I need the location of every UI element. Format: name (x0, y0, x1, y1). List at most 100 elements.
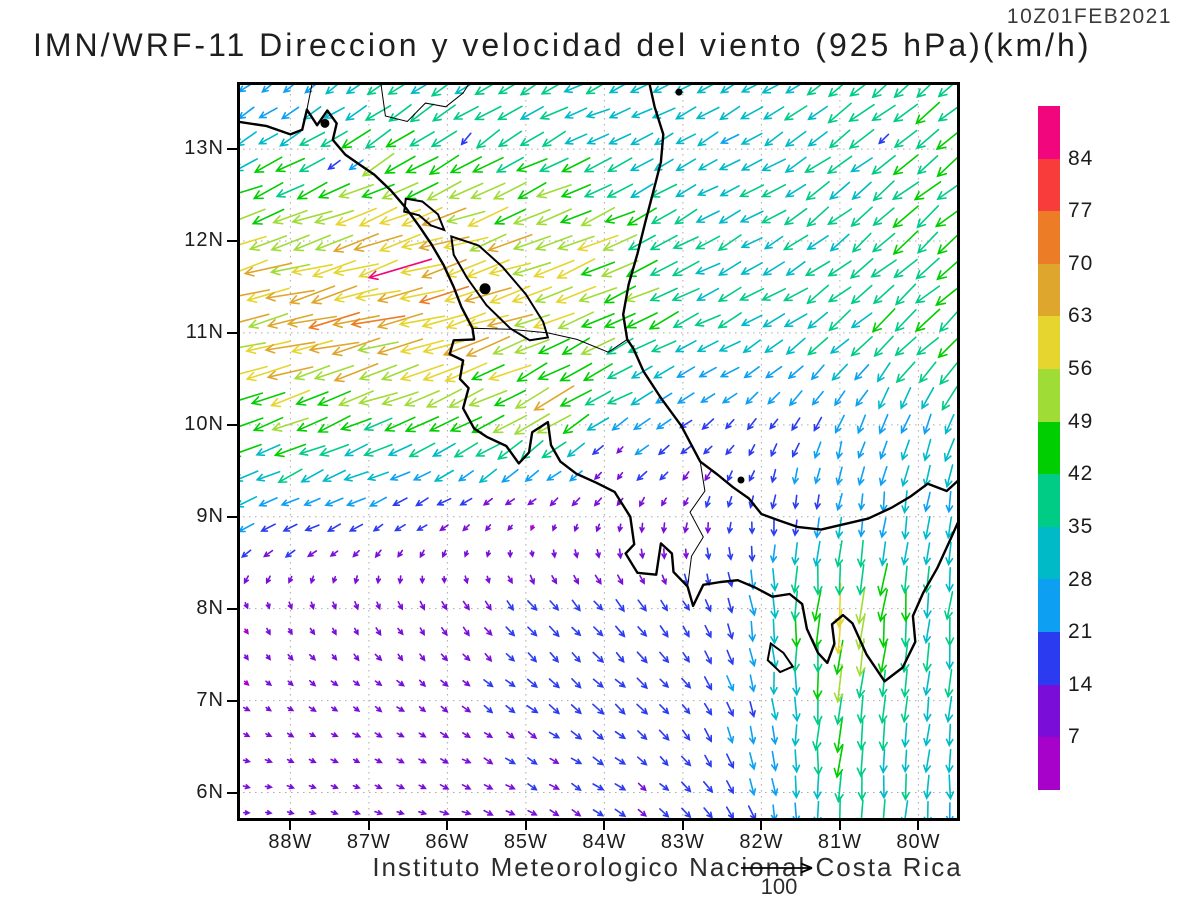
wind-arrow (639, 496, 645, 508)
wind-arrow (703, 807, 714, 819)
wind-arrow (475, 443, 501, 457)
wind-arrow (858, 493, 865, 512)
wind-arrow (945, 567, 954, 593)
wind-arrow (704, 470, 712, 482)
wind-arrow (878, 719, 888, 752)
wind-arrow (835, 493, 843, 512)
wind-arrow (419, 627, 425, 637)
wind-arrow (527, 731, 538, 740)
wind-arrow (375, 601, 381, 611)
wind-arrow (399, 339, 444, 355)
wind-arrow (269, 389, 311, 408)
wind-arrow (560, 157, 591, 173)
wind-arrow (586, 133, 610, 145)
wind-arrow (682, 652, 690, 664)
wind-arrow (358, 364, 398, 381)
wind-arrow (332, 575, 338, 584)
wind-arrow (464, 550, 469, 558)
wind-arrow (591, 444, 604, 456)
wind-arrow (681, 677, 692, 689)
wind-arrow (399, 364, 444, 382)
wind-arrow (704, 599, 712, 613)
wind-arrow (945, 723, 954, 748)
wind-arrow (337, 390, 374, 407)
wind-arrow (616, 471, 624, 481)
wind-arrow (784, 130, 807, 148)
wind-arrow (389, 471, 411, 481)
wind-arrow (650, 340, 677, 353)
wind-arrow (353, 627, 359, 636)
wind-arrow (264, 758, 274, 764)
wind-arrow (258, 107, 278, 119)
wind-arrow (704, 754, 712, 768)
wind-arrow (769, 671, 778, 696)
wind-arrow (462, 626, 470, 637)
wind-arrow (674, 208, 698, 225)
wind-arrow (483, 757, 494, 765)
wind-arrow (396, 679, 405, 687)
wind-arrow (923, 774, 932, 800)
wind-arrow (719, 366, 740, 378)
wind-arrow (512, 208, 551, 226)
lake-outline (450, 234, 550, 342)
lon-axis-label: 87W (346, 831, 391, 853)
wind-arrow (471, 156, 504, 173)
wind-arrow (856, 563, 866, 596)
wind-arrow (466, 314, 509, 329)
wind-arrow (255, 444, 281, 457)
wind-arrow (445, 260, 487, 278)
wind-arrow (792, 749, 801, 774)
wind-arrow (331, 627, 337, 636)
wind-arrow (739, 184, 765, 198)
wind-arrow (611, 417, 629, 431)
wind-arrow (296, 181, 328, 200)
wind-arrow (506, 731, 515, 739)
wind-arrow (659, 783, 670, 791)
wind-arrow (582, 363, 613, 382)
wind-arrow (459, 497, 473, 506)
wind-arrow (385, 130, 415, 148)
wind-arrow (512, 261, 552, 277)
wind-arrow (900, 439, 910, 462)
wind-arrow (421, 207, 467, 227)
wind-arrow (675, 133, 696, 145)
wind-arrow (871, 232, 896, 253)
wind-arrow (726, 496, 733, 509)
wind-arrow (592, 651, 605, 664)
wind-arrow (381, 182, 419, 200)
wind-arrow (265, 654, 272, 661)
wind-arrow (770, 494, 777, 510)
wind-arrow (660, 599, 669, 612)
reference-arrow-label: 100 (760, 874, 798, 899)
wind-arrow (418, 784, 427, 790)
wind-arrow (431, 442, 456, 457)
wind-arrow (513, 314, 551, 328)
wind-arrow (270, 234, 310, 252)
wind-arrow (539, 106, 569, 120)
wind-arrow (461, 758, 472, 764)
wind-arrow (296, 416, 328, 432)
wind-arrow (533, 385, 575, 411)
wind-arrow (586, 417, 610, 431)
wind-arrow (526, 678, 539, 689)
wind-arrow (319, 130, 348, 148)
wind-arrow (637, 782, 647, 792)
wind-arrow (465, 335, 511, 357)
wind-arrow (326, 523, 342, 532)
wind-arrow (397, 575, 404, 585)
wind-arrow (352, 732, 362, 738)
wind-arrow (445, 312, 486, 330)
wind-arrow (854, 364, 870, 381)
country-border (687, 461, 706, 587)
wind-arrow (876, 362, 891, 383)
wind-arrow (287, 706, 295, 712)
wind-arrow (770, 519, 778, 537)
island-dot (320, 118, 330, 128)
wind-arrow (556, 235, 595, 251)
wind-arrow (287, 653, 294, 661)
wind-arrow (785, 261, 806, 277)
wind-arrow (573, 523, 579, 533)
wind-arrow (551, 575, 558, 585)
wind-arrow (851, 181, 872, 201)
wind-arrow (265, 627, 271, 636)
